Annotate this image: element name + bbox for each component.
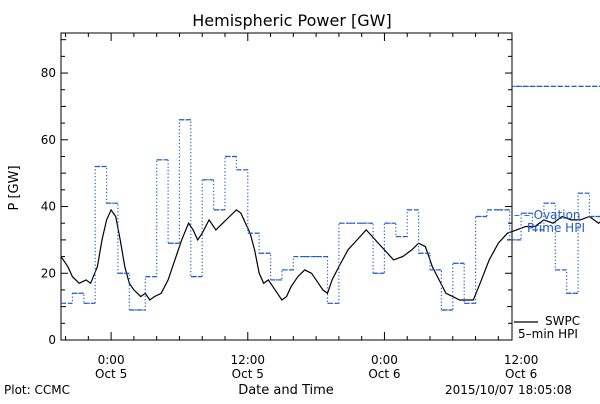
x-tick-day-label: Oct 5 — [95, 367, 127, 381]
y-tick-label: 80 — [41, 66, 56, 80]
y-axis-label: P [GW] — [7, 165, 22, 210]
series-swpc-5min-hpi — [60, 208, 600, 301]
y-tick-label: 20 — [41, 266, 56, 280]
legend-swpc-line2: 5–min HPI — [518, 327, 578, 341]
y-tick-label: 60 — [41, 133, 56, 147]
x-tick-time-label: 0:00 — [98, 353, 125, 367]
legend-swpc-line1: SWPC — [545, 314, 580, 328]
plot-frame — [60, 32, 513, 341]
x-tick-day-label: Oct 6 — [505, 367, 537, 381]
y-axis: 0 20 40 60 80 — [41, 39, 512, 347]
legend-ovation-line2: Prime HPI — [527, 221, 585, 235]
x-tick-time-label: 0:00 — [371, 353, 398, 367]
x-axis-label: Date and Time — [238, 383, 334, 398]
series-layer — [60, 85, 600, 311]
x-tick-time-label: 12:00 — [230, 353, 265, 367]
x-tick-day-label: Oct 6 — [368, 367, 400, 381]
x-tick-time-label: 12:00 — [504, 353, 539, 367]
legend-ovation-line1: – – Ovation — [514, 208, 581, 222]
y-tick-label: 40 — [41, 200, 56, 214]
y-tick-label: 0 — [48, 333, 56, 347]
plot-credit: Plot: CCMC — [4, 383, 70, 397]
x-tick-day-label: Oct 5 — [232, 367, 264, 381]
legend-ovation: – – Ovation Prime HPI — [514, 208, 585, 235]
plot-timestamp: 2015/10/07 18:05:08 — [445, 383, 572, 397]
series-ovation-prime-hpi — [61, 85, 600, 311]
legend-swpc: SWPC 5–min HPI — [514, 314, 580, 341]
chart-title: Hemispheric Power [GW] — [192, 11, 391, 30]
